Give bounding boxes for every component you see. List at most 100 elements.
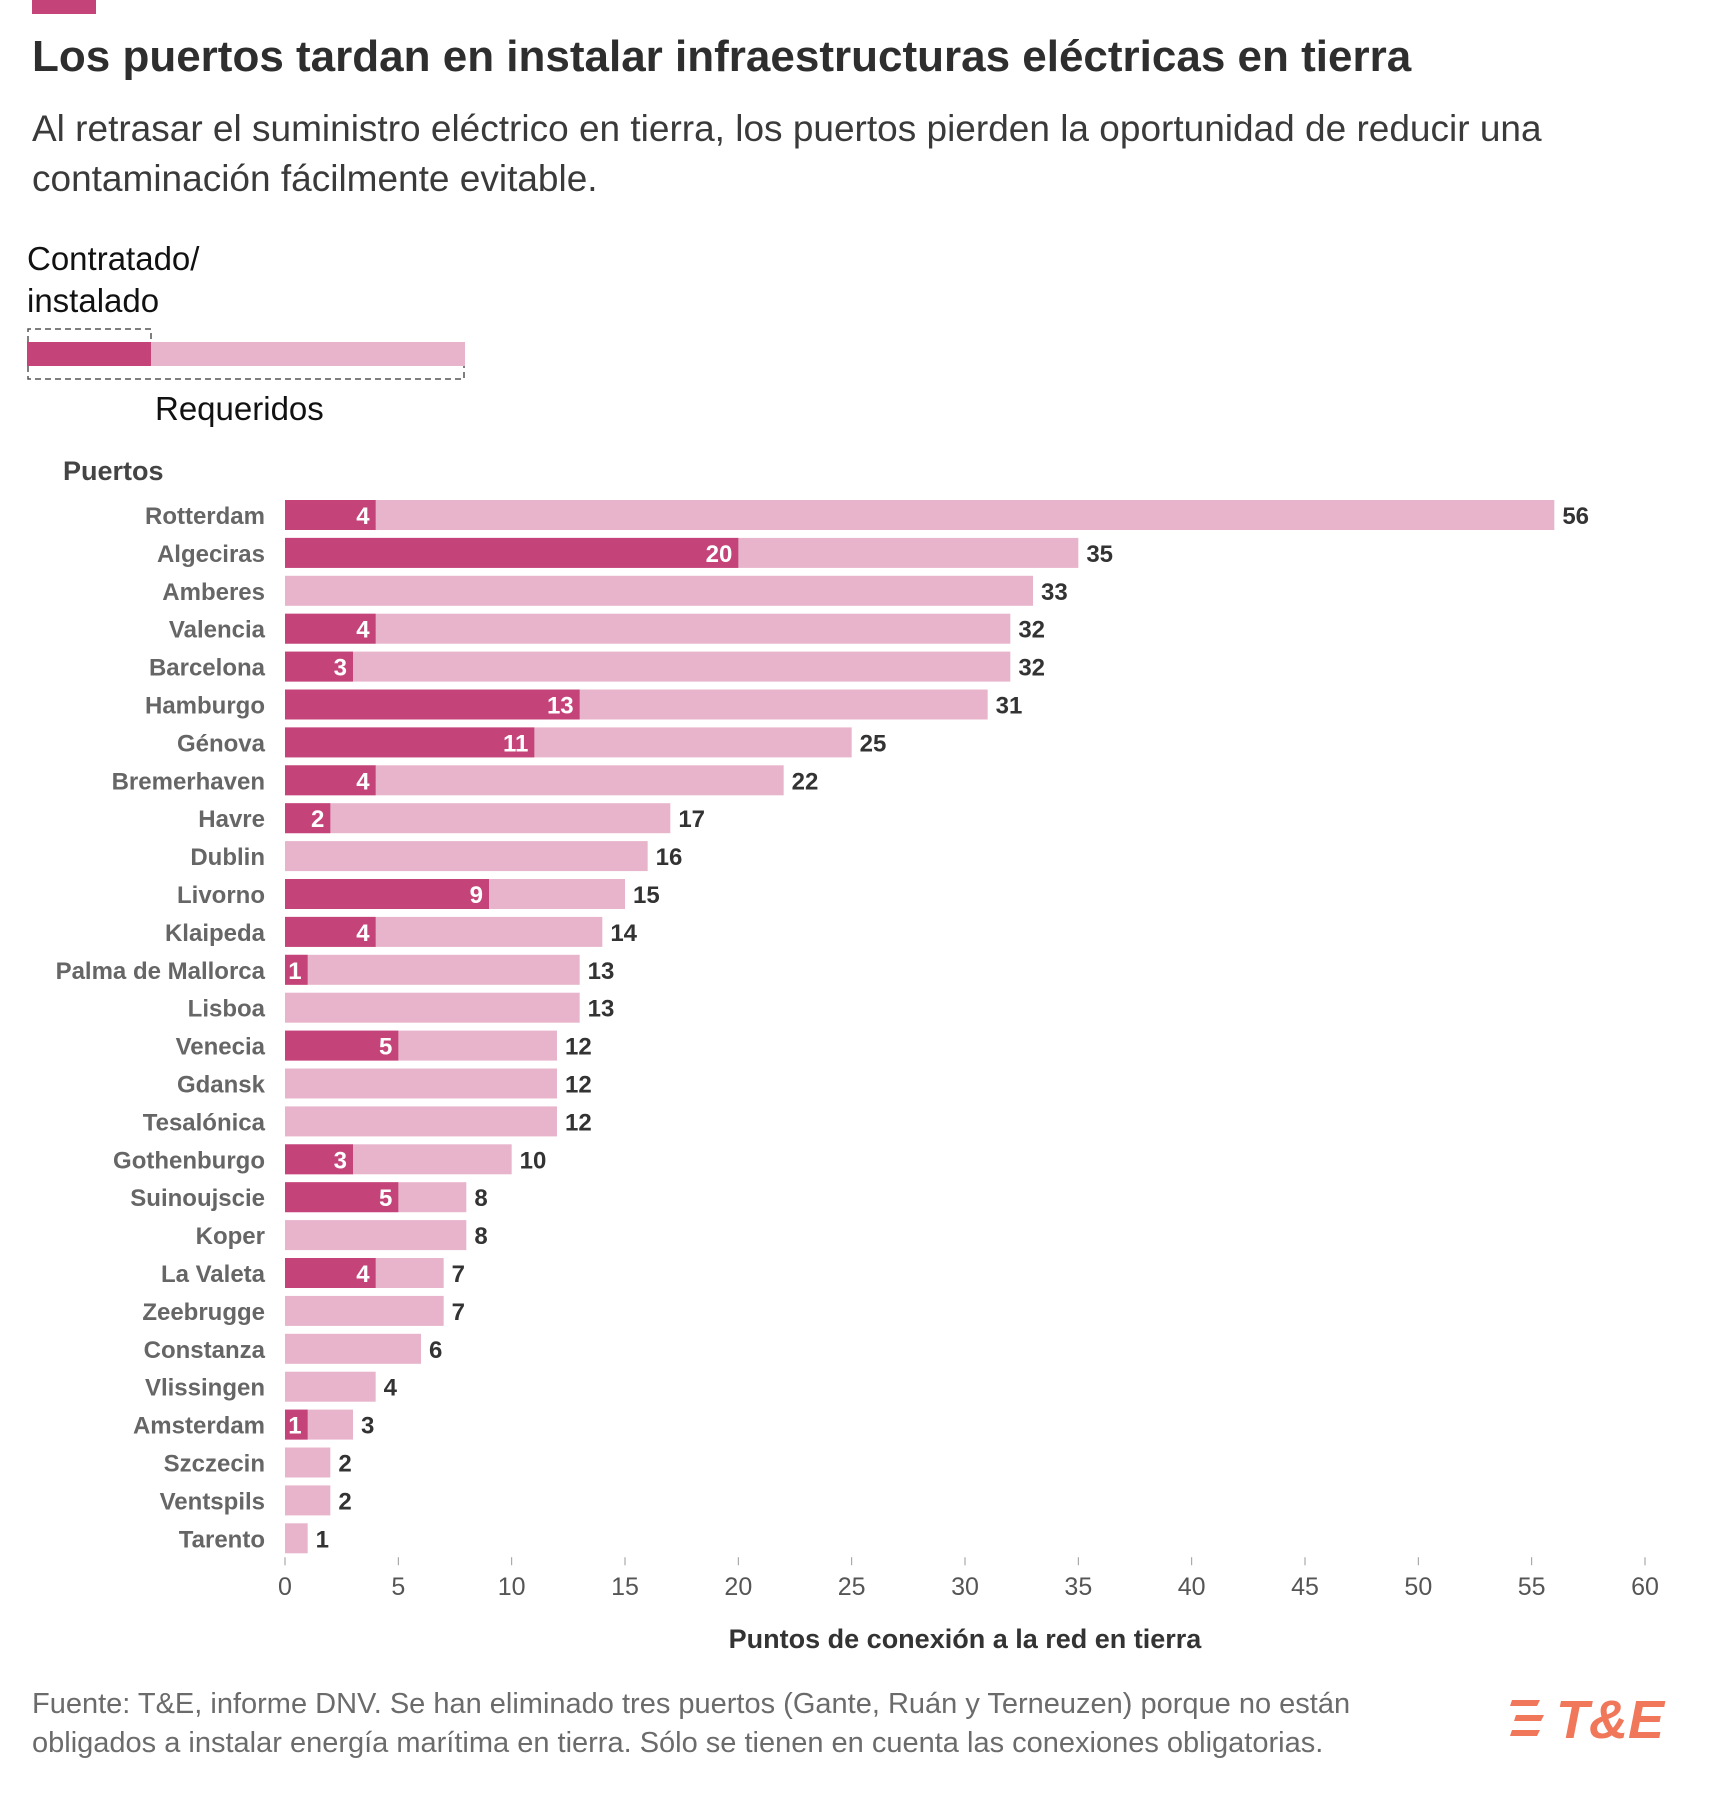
value-label-installed: 20 bbox=[706, 541, 733, 568]
x-tick-label: 35 bbox=[1064, 1573, 1092, 1601]
value-label-required: 13 bbox=[588, 958, 615, 985]
value-label-required: 3 bbox=[361, 1413, 374, 1440]
bar-required bbox=[285, 1447, 331, 1478]
value-label-installed: 3 bbox=[334, 655, 347, 682]
category-label: Tesalónica bbox=[143, 1109, 266, 1136]
x-tick-label: 30 bbox=[951, 1573, 979, 1601]
accent-bar bbox=[32, 0, 96, 14]
value-label-installed: 4 bbox=[356, 768, 370, 795]
bar-installed bbox=[285, 879, 489, 909]
value-label-required: 31 bbox=[996, 693, 1023, 720]
value-label-required: 14 bbox=[610, 920, 637, 947]
bar-installed bbox=[285, 613, 376, 644]
category-label: Rotterdam bbox=[145, 503, 265, 530]
bar-required bbox=[285, 1068, 557, 1099]
y-axis-title: Puertos bbox=[63, 456, 164, 486]
value-label-installed: 5 bbox=[379, 1034, 392, 1061]
x-tick-label: 40 bbox=[1178, 1573, 1206, 1601]
value-label-installed: 1 bbox=[288, 1413, 301, 1440]
legend-installed-line1: Contratado/ bbox=[27, 240, 200, 277]
bar-required bbox=[285, 841, 648, 872]
bar-required bbox=[285, 1523, 308, 1554]
category-label: Bremerhaven bbox=[112, 768, 265, 795]
value-label-required: 32 bbox=[1018, 617, 1045, 644]
value-label-required: 32 bbox=[1018, 655, 1045, 682]
bar-installed bbox=[285, 765, 376, 796]
category-label: Barcelona bbox=[149, 655, 266, 682]
x-tick-label: 20 bbox=[724, 1573, 752, 1601]
bar-installed bbox=[285, 1144, 353, 1175]
bar-required bbox=[285, 803, 671, 834]
value-label-required: 4 bbox=[384, 1375, 398, 1402]
value-label-required: 35 bbox=[1086, 541, 1113, 568]
x-tick-label: 60 bbox=[1631, 1573, 1659, 1601]
value-label-required: 25 bbox=[860, 730, 887, 757]
category-label: Zeebrugge bbox=[142, 1299, 265, 1326]
x-tick-label: 0 bbox=[278, 1573, 292, 1601]
value-label-required: 22 bbox=[792, 768, 819, 795]
value-label-installed: 11 bbox=[503, 730, 528, 757]
category-label: Tarento bbox=[179, 1526, 265, 1553]
value-label-required: 1 bbox=[316, 1526, 329, 1553]
x-tick-label: 5 bbox=[391, 1573, 405, 1601]
category-label: Havre bbox=[198, 806, 265, 833]
category-label: Gothenburgo bbox=[113, 1147, 265, 1174]
chart-subtitle: Al retrasar el suministro eléctrico en t… bbox=[32, 108, 1542, 199]
bar-installed bbox=[285, 537, 739, 568]
x-tick-label: 45 bbox=[1291, 1573, 1319, 1601]
category-label: Algeciras bbox=[157, 541, 265, 568]
x-tick-label: 15 bbox=[611, 1573, 639, 1601]
value-label-installed: 1 bbox=[288, 958, 301, 985]
bar-installed bbox=[285, 651, 353, 682]
category-label: La Valeta bbox=[161, 1261, 266, 1288]
value-label-required: 10 bbox=[520, 1147, 547, 1174]
te-logo: T&E bbox=[1510, 1690, 1666, 1748]
bar-installed bbox=[285, 727, 535, 758]
value-label-required: 7 bbox=[452, 1299, 465, 1326]
value-label-installed: 5 bbox=[379, 1185, 392, 1212]
bar-installed bbox=[285, 1030, 399, 1061]
category-label: Constanza bbox=[144, 1337, 266, 1364]
category-label: Dublin bbox=[190, 844, 265, 871]
chart-title: Los puertos tardan en instalar infraestr… bbox=[32, 32, 1412, 81]
category-label: Gdansk bbox=[177, 1072, 266, 1099]
value-label-required: 8 bbox=[474, 1223, 487, 1250]
category-label: Venecia bbox=[176, 1034, 266, 1061]
bar-required bbox=[285, 1295, 444, 1326]
legend-installed-label: Contratado/ instalado bbox=[27, 238, 199, 322]
value-label-installed: 4 bbox=[356, 920, 370, 947]
category-label: Amberes bbox=[162, 579, 265, 606]
bar-installed bbox=[285, 916, 376, 947]
value-label-required: 6 bbox=[429, 1337, 442, 1364]
bar-installed bbox=[285, 1182, 399, 1213]
bar-required bbox=[285, 1485, 331, 1516]
x-tick-label: 55 bbox=[1518, 1573, 1546, 1601]
bar-required bbox=[285, 500, 1555, 530]
bar-required bbox=[285, 651, 1011, 682]
legend-installed-line2: instalado bbox=[27, 282, 160, 319]
x-axis-title: Puntos de conexión a la red en tierra bbox=[728, 1624, 1202, 1654]
category-label: Vlissingen bbox=[145, 1375, 265, 1402]
legend-required-bracket bbox=[27, 366, 465, 380]
value-label-required: 16 bbox=[656, 844, 683, 871]
bar-required bbox=[285, 1371, 376, 1402]
value-label-required: 2 bbox=[338, 1488, 351, 1515]
source-note: Fuente: T&E, informe DNV. Se han elimina… bbox=[32, 1688, 1351, 1759]
legend-swatch bbox=[27, 328, 465, 380]
category-label: Hamburgo bbox=[145, 693, 265, 720]
value-label-installed: 13 bbox=[547, 693, 574, 720]
category-label: Lisboa bbox=[188, 996, 266, 1023]
value-label-required: 2 bbox=[338, 1451, 351, 1478]
bar-required bbox=[285, 575, 1033, 606]
category-label: Valencia bbox=[169, 617, 266, 644]
category-label: Amsterdam bbox=[133, 1413, 265, 1440]
value-label-installed: 9 bbox=[470, 882, 483, 909]
bar-installed bbox=[285, 954, 308, 985]
bar-installed bbox=[285, 803, 331, 834]
bar-installed bbox=[285, 689, 580, 720]
value-label-required: 56 bbox=[1562, 503, 1589, 530]
value-label-installed: 2 bbox=[311, 806, 324, 833]
value-label-required: 12 bbox=[565, 1034, 592, 1061]
x-tick-label: 50 bbox=[1404, 1573, 1432, 1601]
